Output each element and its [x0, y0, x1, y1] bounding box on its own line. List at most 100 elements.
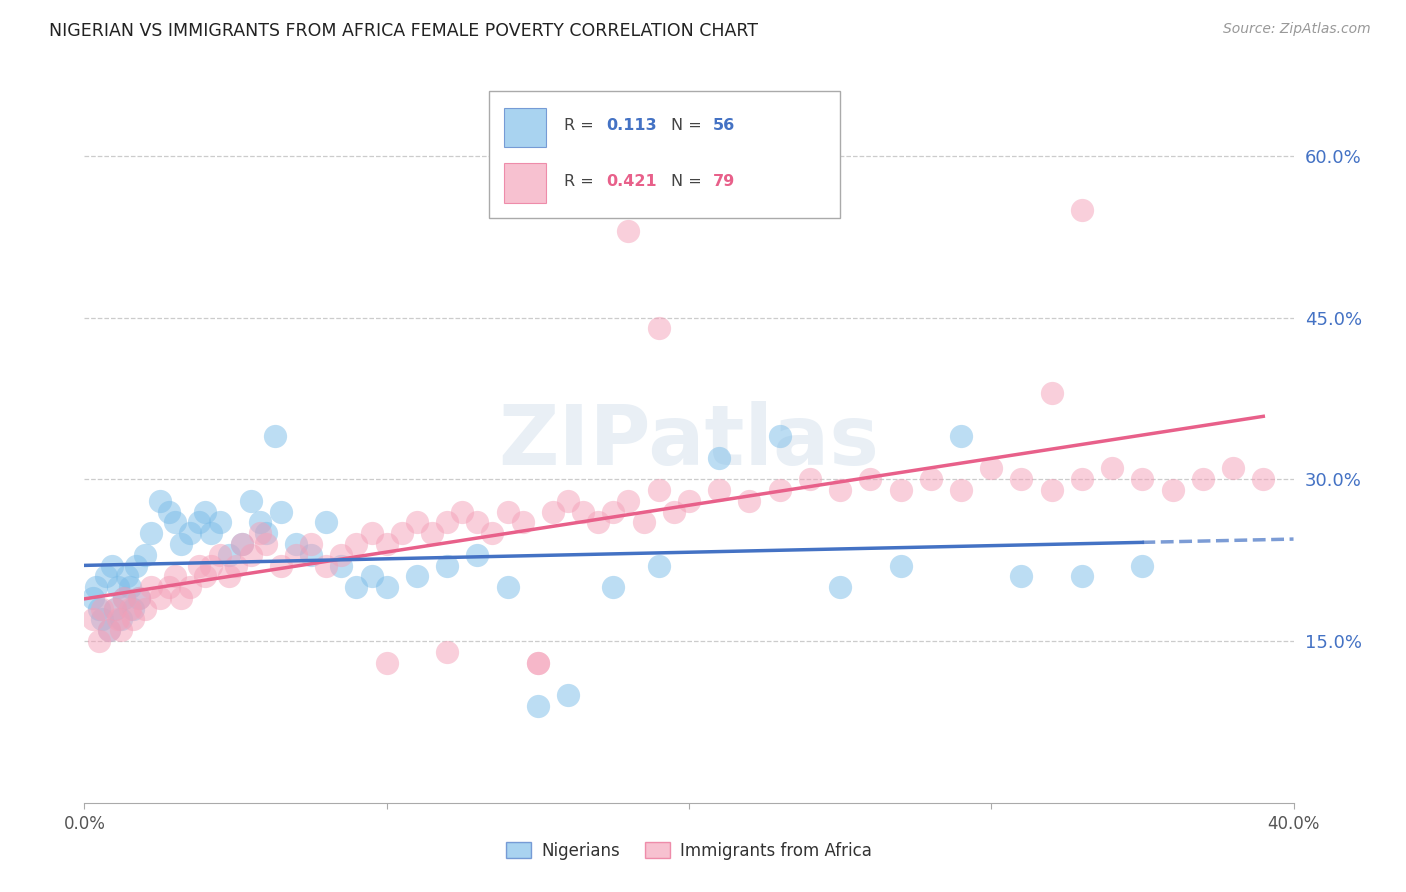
- Point: [107, 580, 129, 594]
- Point: [588, 516, 610, 530]
- Point: [139, 580, 162, 594]
- Point: [1011, 569, 1033, 583]
- Point: [165, 569, 187, 583]
- Point: [254, 537, 277, 551]
- Point: [239, 493, 262, 508]
- Point: [249, 516, 271, 530]
- Legend: Nigerians, Immigrants from Africa: Nigerians, Immigrants from Africa: [499, 836, 879, 867]
- Point: [467, 516, 489, 530]
- Point: [346, 537, 368, 551]
- Point: [149, 493, 172, 508]
- Point: [375, 580, 398, 594]
- Point: [769, 429, 792, 443]
- Point: [112, 591, 135, 605]
- Point: [134, 548, 156, 562]
- Point: [315, 516, 337, 530]
- Bar: [503, 108, 547, 147]
- Point: [121, 612, 143, 626]
- Point: [1192, 472, 1215, 486]
- Point: [107, 612, 129, 626]
- Point: [890, 483, 912, 497]
- Point: [346, 580, 368, 594]
- Text: 79: 79: [713, 174, 735, 189]
- Point: [157, 580, 180, 594]
- Point: [496, 505, 519, 519]
- Point: [709, 450, 731, 465]
- Point: [1011, 472, 1033, 486]
- Point: [830, 483, 852, 497]
- Point: [678, 493, 700, 508]
- Point: [104, 601, 127, 615]
- Point: [1253, 472, 1275, 486]
- Point: [170, 591, 193, 605]
- Point: [648, 483, 671, 497]
- Point: [218, 548, 240, 562]
- Point: [512, 516, 534, 530]
- Point: [1130, 472, 1153, 486]
- Point: [299, 537, 322, 551]
- Point: [467, 548, 489, 562]
- Point: [188, 558, 211, 573]
- Point: [231, 537, 253, 551]
- Point: [97, 624, 120, 638]
- Point: [1130, 558, 1153, 573]
- Point: [1071, 202, 1094, 217]
- Point: [112, 591, 135, 605]
- Text: N =: N =: [671, 119, 707, 133]
- Text: R =: R =: [564, 119, 599, 133]
- Point: [157, 505, 180, 519]
- Point: [239, 548, 262, 562]
- Point: [299, 548, 322, 562]
- Point: [218, 569, 240, 583]
- Point: [360, 526, 382, 541]
- Point: [170, 537, 193, 551]
- Point: [709, 483, 731, 497]
- Point: [179, 526, 201, 541]
- Point: [527, 656, 550, 670]
- Point: [110, 624, 132, 638]
- Point: [436, 558, 458, 573]
- FancyBboxPatch shape: [489, 91, 841, 218]
- Point: [200, 526, 222, 541]
- Point: [125, 558, 148, 573]
- Point: [496, 580, 519, 594]
- Point: [330, 548, 353, 562]
- Point: [91, 601, 114, 615]
- Point: [1040, 386, 1063, 401]
- Point: [572, 505, 595, 519]
- Text: Source: ZipAtlas.com: Source: ZipAtlas.com: [1223, 22, 1371, 37]
- Point: [115, 569, 138, 583]
- Point: [360, 569, 382, 583]
- Point: [830, 580, 852, 594]
- Point: [662, 505, 685, 519]
- Point: [406, 569, 429, 583]
- Point: [149, 591, 172, 605]
- Point: [420, 526, 443, 541]
- Point: [557, 493, 579, 508]
- Point: [134, 601, 156, 615]
- Point: [209, 548, 232, 562]
- Point: [406, 516, 429, 530]
- Point: [97, 624, 120, 638]
- Point: [139, 526, 162, 541]
- Text: NIGERIAN VS IMMIGRANTS FROM AFRICA FEMALE POVERTY CORRELATION CHART: NIGERIAN VS IMMIGRANTS FROM AFRICA FEMAL…: [49, 22, 758, 40]
- Point: [82, 591, 104, 605]
- Point: [436, 516, 458, 530]
- Point: [1101, 461, 1123, 475]
- Point: [391, 526, 413, 541]
- Point: [375, 537, 398, 551]
- Point: [270, 505, 292, 519]
- Point: [194, 505, 217, 519]
- Point: [769, 483, 792, 497]
- Point: [179, 580, 201, 594]
- Point: [920, 472, 942, 486]
- Point: [1040, 483, 1063, 497]
- Point: [110, 612, 132, 626]
- Point: [527, 698, 550, 713]
- Point: [617, 493, 640, 508]
- Point: [1071, 472, 1094, 486]
- Point: [285, 548, 308, 562]
- Point: [633, 516, 655, 530]
- Point: [859, 472, 882, 486]
- Point: [200, 558, 222, 573]
